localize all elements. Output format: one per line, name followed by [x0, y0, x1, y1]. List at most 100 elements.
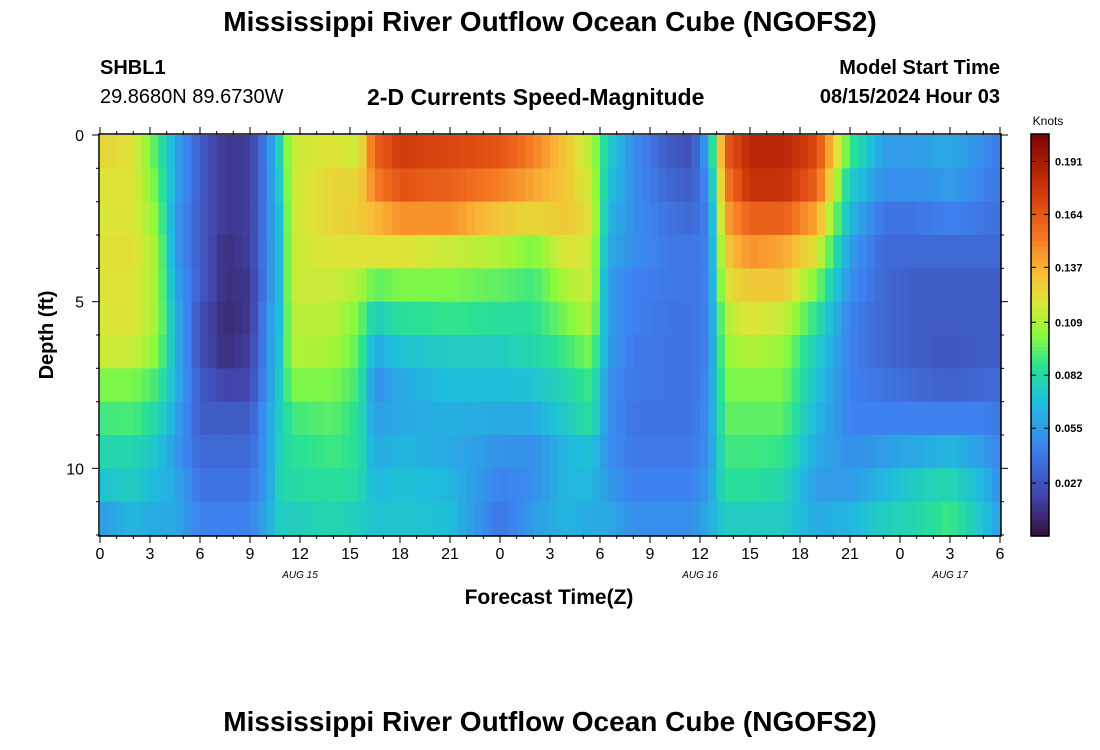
heatmap-cell [125, 501, 134, 536]
heatmap-cell [966, 201, 976, 236]
heatmap-cell [841, 501, 851, 536]
heatmap-cell [558, 135, 568, 169]
heatmap-cell [741, 301, 751, 336]
heatmap-cell [125, 135, 134, 169]
heatmap-cell [100, 301, 109, 336]
heatmap-cell [933, 235, 943, 269]
heatmap-cell [766, 268, 776, 303]
heatmap-cell [141, 368, 151, 403]
heatmap-cell [983, 468, 993, 503]
heatmap-cell [941, 135, 951, 169]
heatmap-cell [583, 268, 593, 303]
heatmap-cell [766, 135, 776, 169]
heatmap-cell [816, 268, 826, 303]
heatmap-cell [233, 435, 243, 469]
heatmap-cell [766, 301, 776, 336]
colorbar-segment [1031, 250, 1049, 256]
heatmap-cell [741, 401, 751, 436]
heatmap-cell [566, 201, 576, 236]
heatmap-cell [350, 301, 359, 336]
heatmap-cell [850, 135, 859, 169]
heatmap-cell [141, 468, 151, 503]
heatmap-cell [658, 135, 668, 169]
heatmap-cell [675, 501, 684, 536]
x-tick-label: 12 [291, 546, 309, 563]
heatmap-cell [858, 135, 868, 169]
heatmap-cell [425, 301, 434, 336]
heatmap-cell [308, 135, 318, 169]
heatmap-cell [291, 335, 301, 369]
heatmap-cell [783, 468, 793, 503]
heatmap-cell [491, 268, 501, 303]
heatmap-cell [150, 301, 159, 336]
heatmap-cell [975, 468, 984, 503]
heatmap-cell [775, 401, 784, 436]
heatmap-cell [950, 435, 959, 469]
colorbar-segment [1031, 491, 1049, 497]
heatmap-cell [758, 501, 768, 536]
heatmap-cell [175, 335, 184, 369]
heatmap-cell [325, 168, 334, 203]
heatmap-cell [850, 201, 859, 236]
heatmap-cell [266, 335, 276, 369]
heatmap-cell [816, 168, 826, 203]
heatmap-cell [250, 235, 259, 269]
heatmap-cell [275, 401, 284, 436]
heatmap-cell [108, 301, 118, 336]
heatmap-cell [341, 401, 351, 436]
heatmap-cell [650, 135, 659, 169]
heatmap-cell [583, 368, 593, 403]
heatmap-cell [808, 301, 818, 336]
heatmap-cell [250, 435, 259, 469]
heatmap-cell [541, 501, 551, 536]
heatmap-cell [383, 335, 393, 369]
heatmap-cell [283, 435, 293, 469]
heatmap-cell [200, 501, 209, 536]
colorbar-segment [1031, 274, 1049, 280]
heatmap-cell [833, 235, 843, 269]
heatmap-cell [950, 501, 959, 536]
heatmap-cell [250, 201, 259, 236]
heatmap-cell [541, 301, 551, 336]
heatmap-cell [250, 135, 259, 169]
heatmap-cell [908, 335, 918, 369]
heatmap-cell [191, 335, 201, 369]
heatmap-cell [758, 401, 768, 436]
heatmap-cell [375, 501, 384, 536]
heatmap-cell [425, 201, 434, 236]
heatmap-cell [525, 368, 534, 403]
heatmap-cell [991, 235, 1001, 269]
heatmap-cell [975, 368, 984, 403]
heatmap-cell [558, 335, 568, 369]
heatmap-cell [433, 235, 443, 269]
heatmap-cell [100, 135, 109, 169]
heatmap-cell [316, 435, 326, 469]
colorbar-segment [1031, 443, 1049, 449]
heatmap-cell [841, 368, 851, 403]
heatmap-cell [775, 501, 784, 536]
heatmap-cell [333, 135, 343, 169]
heatmap-cell [600, 335, 609, 369]
heatmap-cell [916, 235, 926, 269]
heatmap-cell [550, 468, 559, 503]
heatmap-cell [891, 301, 901, 336]
heatmap-cell [541, 401, 551, 436]
heatmap-cell [541, 335, 551, 369]
heatmap-cell [266, 368, 276, 403]
heatmap-cell [858, 401, 868, 436]
heatmap-cell [133, 301, 143, 336]
heatmap-cell [700, 135, 709, 169]
heatmap-cell [533, 168, 543, 203]
heatmap-cell [791, 401, 801, 436]
heatmap-cell [225, 368, 234, 403]
heatmap-cell [825, 468, 834, 503]
heatmap-cell [333, 301, 343, 336]
heatmap-cell [983, 201, 993, 236]
heatmap-cell [391, 435, 401, 469]
heatmap-cell [666, 468, 676, 503]
heatmap-cell [983, 301, 993, 336]
heatmap-cell [100, 435, 109, 469]
heatmap-cell [825, 368, 834, 403]
colorbar-segment [1031, 435, 1049, 441]
heatmap-cell [450, 335, 459, 369]
